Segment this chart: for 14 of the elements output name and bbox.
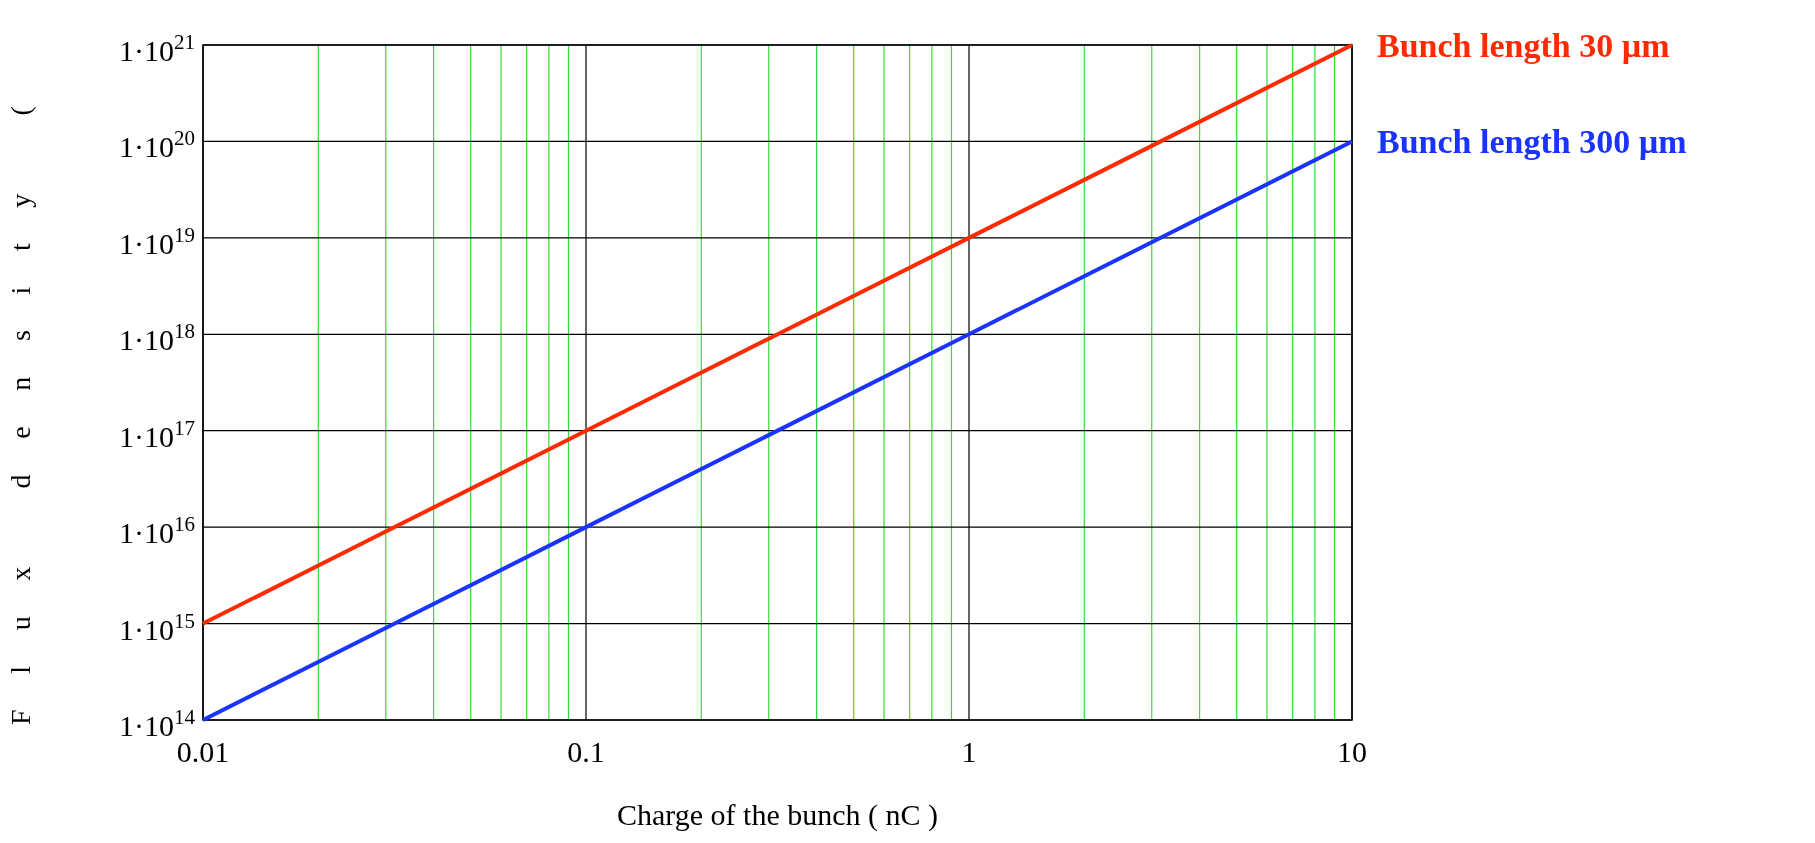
y-tick-label: 1·10$^{21}$ (119, 30, 195, 67)
y-tick-label: 1·10$^{19}$ (119, 222, 195, 260)
y-tick-label: 1·10$^{18}$ (119, 319, 195, 357)
y-tick-label: 1·10$^{16}$ (119, 512, 195, 550)
x-tick-label: 0.1 (567, 735, 605, 768)
y-tick-label: 1·10$^{17}$ (119, 415, 195, 453)
y-axis-title: Flux density ( (5, 70, 36, 725)
y-tick-label: 1·10$^{15}$ (119, 608, 195, 646)
series-label: Bunch length 300 µm (1377, 123, 1687, 161)
series-label: Bunch length 30 µm (1377, 27, 1670, 64)
x-tick-label: 1 (961, 735, 977, 768)
x-axis-title: Charge of the bunch ( nC ) (616, 798, 939, 832)
x-tick-label: 10 (1337, 735, 1367, 768)
y-tick-label: 1·10$^{20}$ (119, 126, 195, 164)
